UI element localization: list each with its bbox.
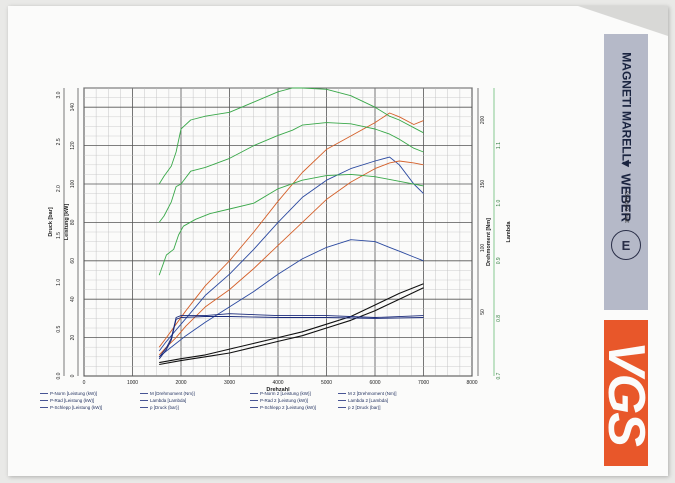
pressure-tick-label: 2.0 bbox=[56, 185, 62, 192]
page-fold bbox=[578, 6, 668, 36]
series-line-5 bbox=[158, 87, 424, 185]
x-tick-label: 8000 bbox=[466, 380, 477, 386]
series-line-10 bbox=[158, 313, 424, 358]
weber-subtitle: Gruppo Fiat bbox=[623, 191, 629, 223]
torque-tick-label: 150 bbox=[480, 180, 486, 189]
lambda-tick-label: 0.8 bbox=[496, 315, 502, 322]
series-line-8 bbox=[159, 287, 424, 366]
power-tick-label: 120 bbox=[70, 141, 76, 150]
pressure-tick-label: 0.0 bbox=[56, 372, 62, 379]
torque-axis-label: Drehmoment [Nm] bbox=[486, 218, 492, 266]
power-tick-label: 100 bbox=[70, 180, 76, 189]
legend-label: P-Rad 2 [Leistung (kW)] bbox=[260, 398, 308, 403]
x-tick-label: 0 bbox=[83, 380, 86, 386]
legend-label: P-Rad [Leistung (kW)] bbox=[50, 398, 94, 403]
power-tick-label: 60 bbox=[70, 258, 76, 264]
series-line-3 bbox=[158, 160, 424, 356]
magneti-marelli-logo: MAGNETI MARELLI bbox=[619, 52, 634, 165]
lambda-tick-label: 1.1 bbox=[496, 142, 502, 149]
power-tick-label: 0 bbox=[70, 374, 76, 377]
legend-label: Lambda [Lambda] bbox=[150, 398, 186, 403]
x-tick-label: 2000 bbox=[175, 380, 186, 386]
pressure-tick-label: 2.5 bbox=[56, 138, 62, 145]
legend-label: Lambda 2 [Lambda] bbox=[348, 398, 388, 403]
series-line-1 bbox=[158, 112, 424, 348]
lambda-axis-label: Lambda bbox=[506, 221, 512, 243]
chart-legend: P-Norm [Leistung (kW)] P-Rad [Leistung (k… bbox=[40, 391, 397, 410]
legend-label: M 2 [Drehmoment (Nm)] bbox=[348, 391, 397, 396]
pressure-tick-label: 1.0 bbox=[56, 279, 62, 286]
lambda-tick-label: 0.7 bbox=[496, 372, 502, 379]
weber-mark-icon: ▼ bbox=[618, 157, 634, 170]
power-tick-label: 140 bbox=[70, 103, 76, 112]
power-tick-label: 20 bbox=[70, 335, 76, 341]
pressure-tick-label: 3.0 bbox=[56, 91, 62, 98]
series-line-2 bbox=[158, 156, 424, 352]
pressure-tick-label: 0.5 bbox=[56, 325, 62, 332]
legend-label: P-Norm [Leistung (kW)] bbox=[50, 391, 97, 396]
brand-strip: MAGNETI MARELLI ▼ WEBER Gruppo Fiat E bbox=[604, 34, 648, 310]
chart-axes: 0 1000 2000 3000 4000 5000 6000 7000 8000Drehzah… bbox=[48, 88, 512, 393]
vgs-logo: VGS bbox=[597, 320, 655, 466]
x-tick-label: 7000 bbox=[418, 380, 429, 386]
pressure-tick-label: 1.5 bbox=[56, 232, 62, 239]
legend-label: P-Schlepp 2 [Leistung (kW)] bbox=[260, 405, 316, 410]
x-tick-label: 1000 bbox=[127, 380, 138, 386]
legend-label: P-Norm 2 [Leistung (kW)] bbox=[260, 391, 311, 396]
legend-label: p 2 [Druck (bar)] bbox=[348, 405, 381, 410]
torque-tick-label: 50 bbox=[480, 309, 486, 315]
power-axis-label: Leistung [kW] bbox=[64, 204, 70, 241]
legend-label: p [Druck (bar)] bbox=[150, 405, 179, 410]
legend-label: P-Schlepp [Leistung (kW)] bbox=[50, 405, 102, 410]
power-tick-label: 40 bbox=[70, 296, 76, 302]
lambda-tick-label: 0.9 bbox=[496, 257, 502, 264]
torque-tick-label: 200 bbox=[480, 116, 486, 125]
legend-label: M [Drehmoment (Nm)] bbox=[150, 391, 195, 396]
power-tick-label: 80 bbox=[70, 219, 76, 225]
series-line-9 bbox=[159, 283, 424, 364]
series-line-11 bbox=[158, 316, 424, 360]
series-line-7 bbox=[158, 173, 424, 276]
x-tick-label: 4000 bbox=[272, 380, 283, 386]
lambda-tick-label: 1.0 bbox=[496, 200, 502, 207]
x-tick-label: 5000 bbox=[321, 380, 332, 386]
series-line-6 bbox=[158, 122, 424, 223]
chart-series bbox=[158, 87, 424, 366]
certification-seal-icon: E bbox=[611, 230, 641, 260]
series-line-4 bbox=[158, 239, 424, 358]
pressure-axis-label: Druck [bar] bbox=[48, 207, 54, 237]
printout-sheet bbox=[8, 6, 668, 476]
torque-tick-label: 100 bbox=[480, 244, 486, 253]
x-tick-label: 3000 bbox=[224, 380, 235, 386]
chart-grid bbox=[83, 87, 473, 377]
vgs-logo-text: VGS bbox=[597, 341, 656, 445]
x-tick-label: 6000 bbox=[369, 380, 380, 386]
x-axis-label: Drehzahl bbox=[266, 387, 290, 393]
